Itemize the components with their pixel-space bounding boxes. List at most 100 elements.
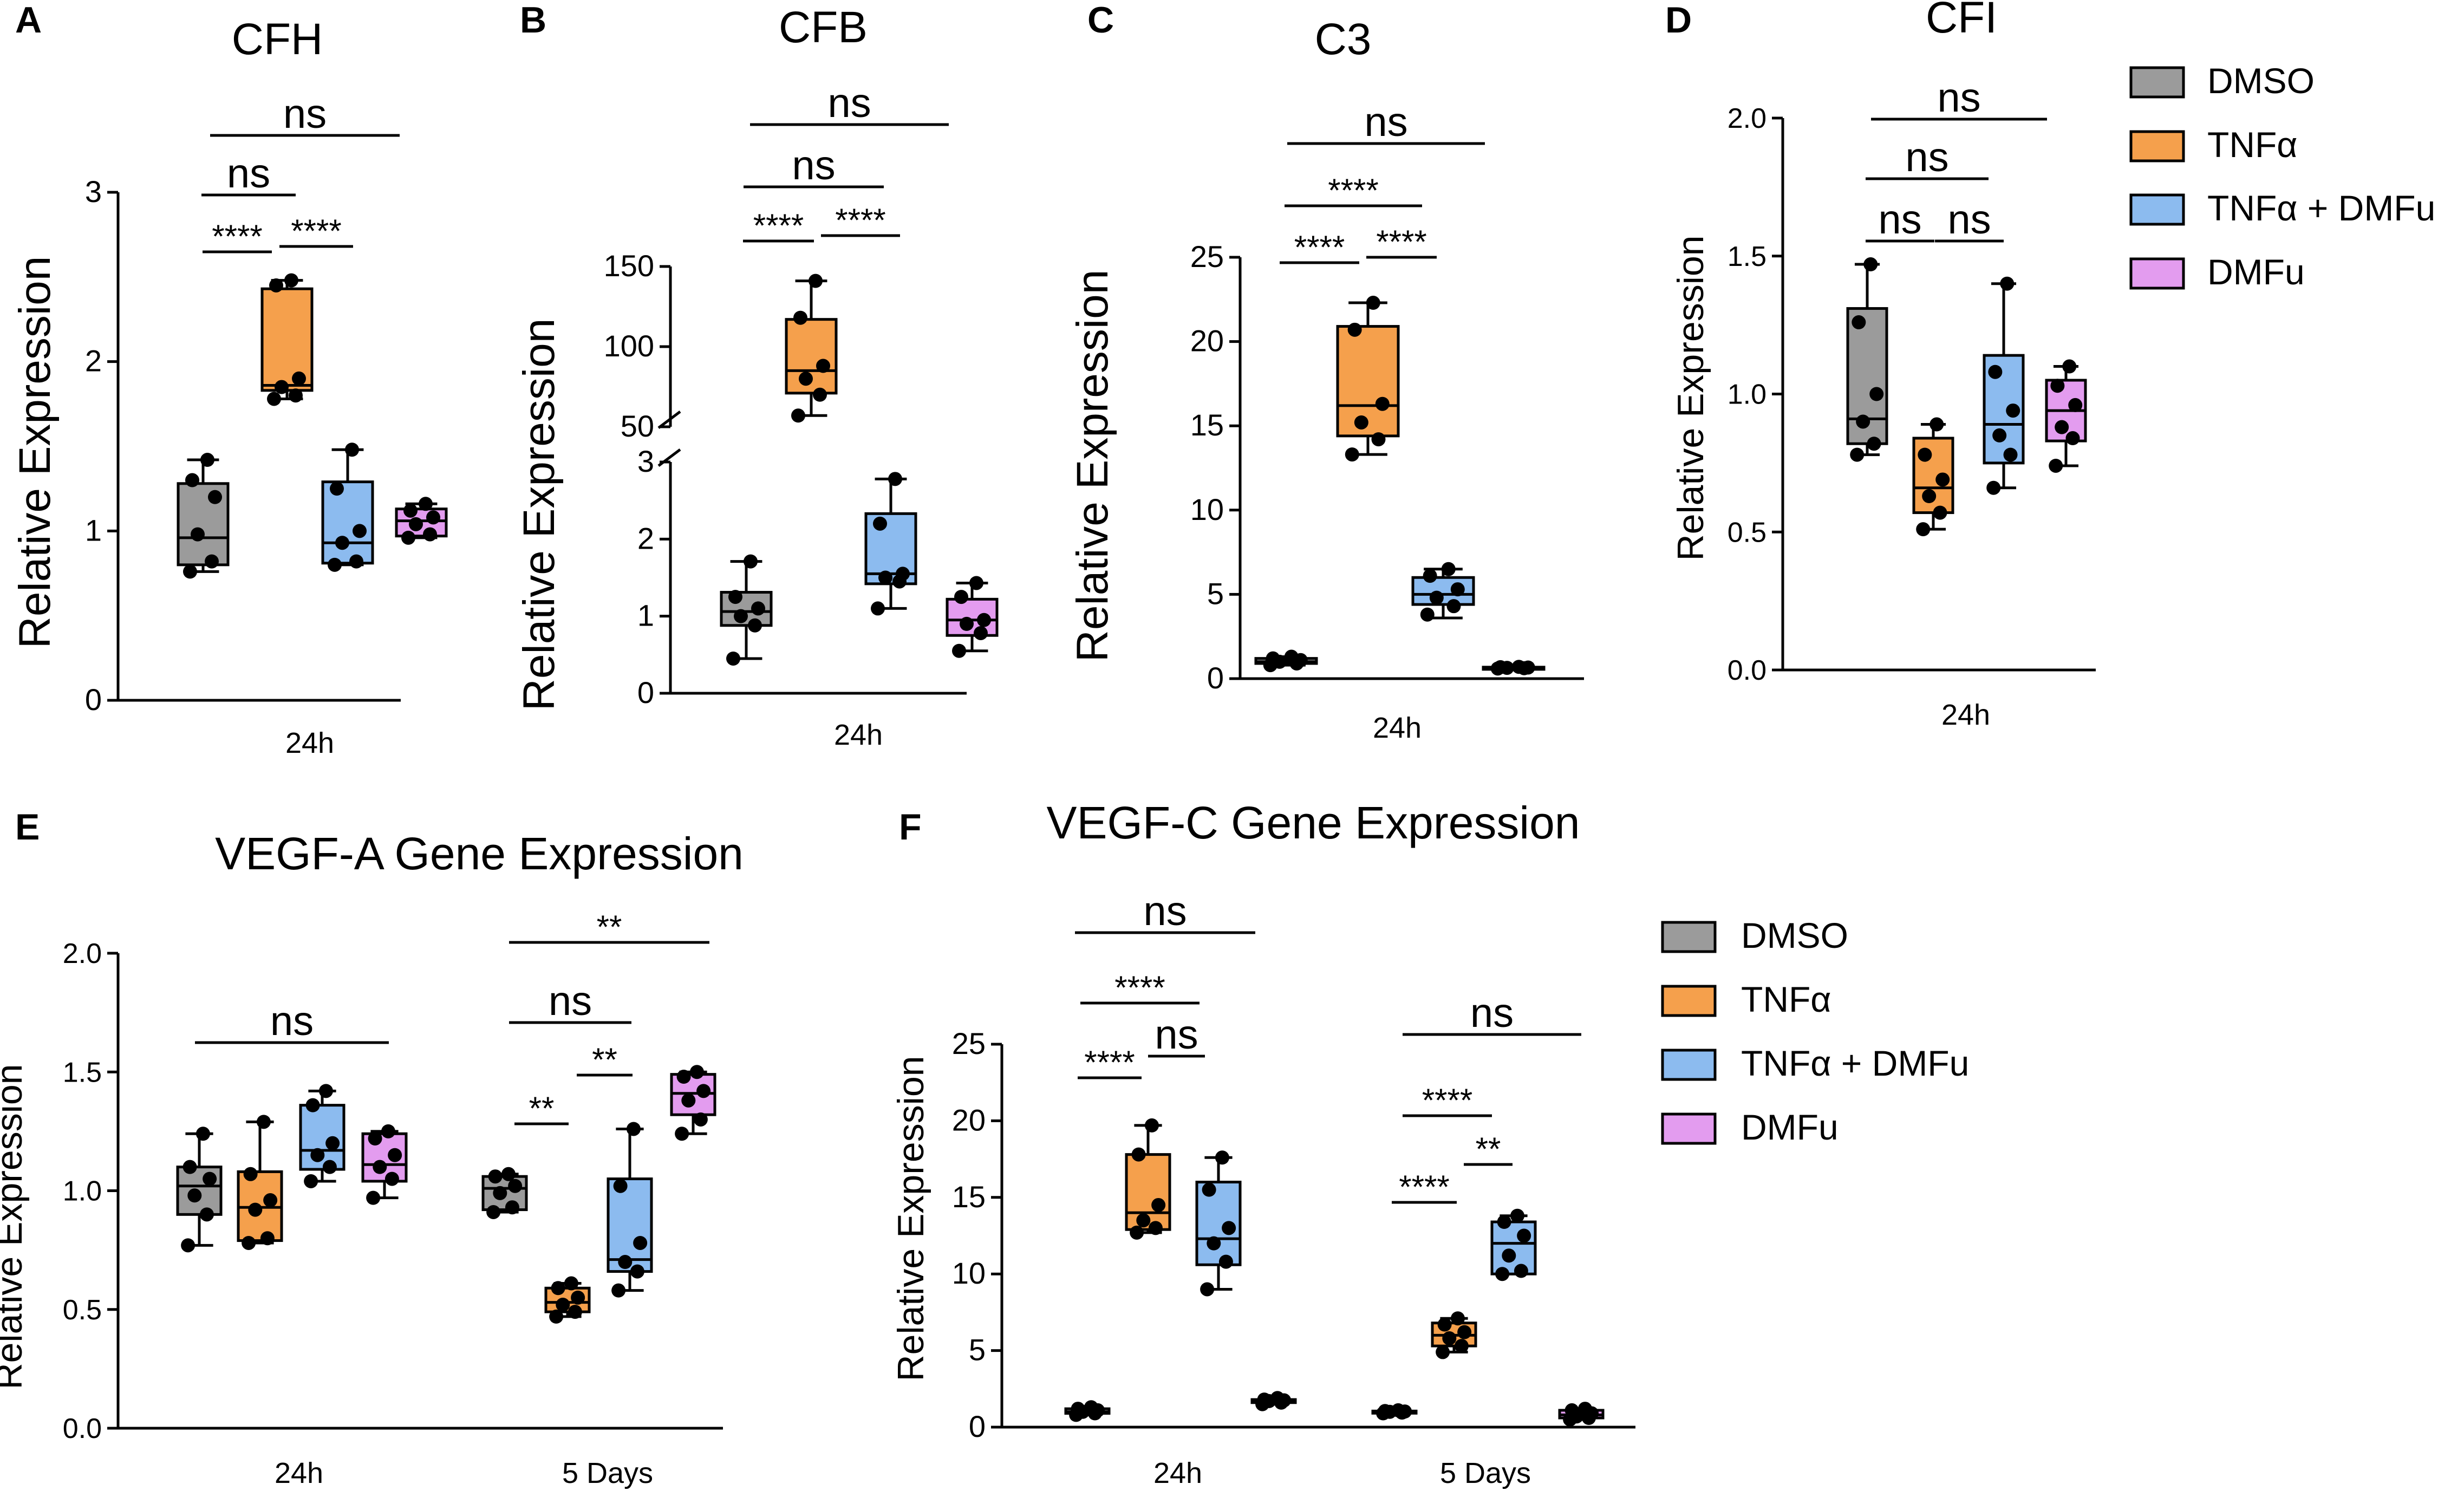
data-point: [977, 613, 991, 627]
significance-label: ns: [792, 142, 835, 188]
data-point: [744, 554, 758, 569]
significance-label: ns: [1155, 1012, 1198, 1058]
legend-top-item: DMFu: [2129, 252, 2305, 292]
data-point: [403, 503, 418, 518]
data-point: [974, 626, 988, 640]
significance-label: ****: [835, 202, 885, 238]
significance-label: ****: [1294, 229, 1345, 265]
y-tick-label: 0: [637, 675, 654, 710]
data-point: [388, 1148, 402, 1162]
data-point: [1375, 396, 1390, 411]
box-group: [1254, 649, 1318, 673]
legend-label: TNFα + DMFu: [2207, 188, 2435, 228]
box-group: [785, 274, 838, 423]
data-point: [1514, 1264, 1528, 1278]
y-tick-label: 2.0: [63, 938, 102, 969]
data-point: [751, 601, 765, 616]
y-tick-label: 0: [85, 682, 102, 717]
box-group: [1846, 257, 1888, 462]
box-group: [1195, 1150, 1242, 1297]
y-tick-label: 0.5: [1728, 517, 1766, 548]
data-point: [256, 1115, 271, 1129]
data-point: [734, 609, 748, 623]
data-point: [676, 1070, 691, 1084]
significance-label: **: [1476, 1131, 1501, 1167]
box-group: [395, 497, 448, 545]
panel-letter: A: [15, 0, 42, 41]
data-point: [1450, 582, 1465, 597]
significance-label: ****: [1084, 1044, 1135, 1081]
box-group: [1983, 276, 2025, 495]
data-point: [199, 1207, 214, 1222]
data-point: [1136, 1213, 1151, 1228]
data-point: [689, 1065, 704, 1079]
significance-label: ns: [270, 998, 314, 1044]
data-point: [1207, 1236, 1221, 1251]
data-point: [1565, 1403, 1579, 1417]
data-point: [1391, 1403, 1405, 1417]
data-point: [1992, 428, 2007, 442]
legend-swatch: [2129, 130, 2185, 162]
y-tick-label: 2.0: [1728, 103, 1766, 134]
data-point: [1867, 437, 1881, 451]
data-point: [2049, 458, 2063, 473]
data-point: [409, 517, 423, 531]
data-point: [693, 1112, 708, 1127]
data-point: [292, 371, 306, 386]
box-group: [946, 576, 999, 658]
data-point: [1863, 257, 1878, 272]
box: [299, 1104, 346, 1171]
y-tick-label: 2: [85, 344, 102, 378]
box-group: [2045, 359, 2087, 473]
data-point: [182, 1160, 197, 1174]
data-point: [195, 1127, 210, 1141]
panel-c: C C3 Relative Expression 0 5 10 15 20 25 24h ns ***…: [1068, 0, 1584, 744]
data-point: [816, 359, 830, 373]
data-point: [954, 590, 968, 604]
data-point: [613, 1179, 628, 1193]
y-tick-label: 20: [1190, 324, 1224, 358]
data-point: [1148, 1221, 1163, 1235]
data-point: [1071, 1402, 1085, 1416]
data-point: [325, 1136, 340, 1150]
data-point: [969, 576, 983, 590]
panel-letter: F: [899, 806, 922, 848]
box-group: [1336, 296, 1400, 462]
y-tick-label: 0.0: [1728, 655, 1766, 686]
data-point: [267, 392, 281, 406]
significance-label: ns: [1937, 75, 1980, 121]
chart-title: CFI: [1926, 0, 1997, 42]
data-point: [366, 1190, 381, 1205]
panel-d: D CFI Relative Expression 0.0 0.5 1.0 1.5 2.0 24…: [1665, 0, 2096, 731]
significance-label: ****: [1328, 172, 1378, 209]
data-point: [1131, 1147, 1146, 1162]
data-point: [505, 1200, 519, 1215]
box-group: [321, 442, 374, 572]
data-point: [556, 1297, 570, 1312]
data-point: [1151, 1197, 1166, 1212]
y-tick-label: 25: [1190, 239, 1224, 274]
data-point: [269, 278, 283, 292]
data-point: [260, 1231, 275, 1246]
data-point: [488, 1169, 503, 1184]
y-tick-label: 0.5: [63, 1294, 102, 1326]
panel-letter: B: [520, 0, 546, 41]
legend-label: DMSO: [2207, 61, 2315, 101]
data-point: [1441, 562, 1456, 576]
significance-label: ****: [212, 218, 262, 255]
legend-top-item: TNFα + DMFu: [2129, 188, 2435, 228]
panel-b: B CFB Relative Expression 0 1 2 350 100 150 24h ns…: [514, 0, 999, 751]
data-point: [486, 1205, 501, 1219]
data-point: [793, 310, 807, 325]
data-point: [242, 1235, 256, 1250]
data-point: [275, 380, 289, 394]
data-point: [1988, 365, 2003, 379]
data-point: [2050, 379, 2065, 393]
data-point: [335, 536, 349, 550]
data-point: [208, 490, 222, 504]
legend-label: DMFu: [2207, 252, 2305, 292]
data-point: [960, 616, 974, 631]
data-point: [1084, 1400, 1098, 1415]
data-point: [1497, 1215, 1511, 1229]
data-point: [1933, 505, 1947, 520]
